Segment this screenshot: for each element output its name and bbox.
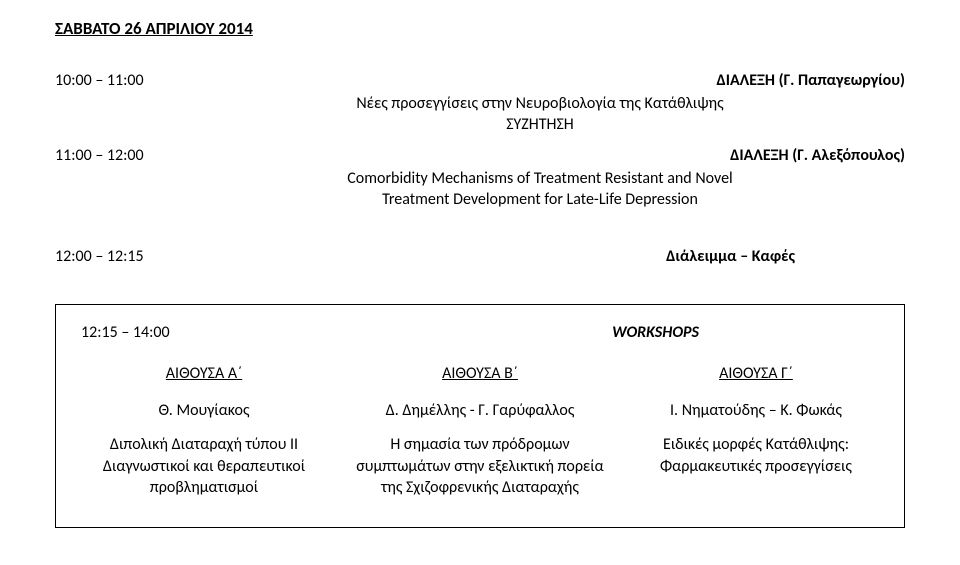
slot1-row: 10:00 – 11:00 ΔΙΑΛΕΞΗ (Γ. Παπαγεωργίου) bbox=[55, 71, 905, 90]
slot1-time: 10:00 – 11:00 bbox=[55, 71, 175, 90]
halls-row: ΑΙΘΟΥΣΑ Α΄ ΑΙΘΟΥΣΑ Β΄ ΑΙΘΟΥΣΑ Γ΄ bbox=[56, 364, 904, 401]
workshops-time: 12:15 – 14:00 bbox=[81, 323, 170, 342]
slot2-row: 11:00 – 12:00 ΔΙΑΛΕΞΗ (Γ. Αλεξόπουλος) bbox=[55, 146, 905, 165]
workshops-label: WORKSHOPS bbox=[170, 323, 879, 342]
speaker-c: Ι. Νηματούδης – Κ. Φωκάς bbox=[618, 401, 894, 420]
date-header: ΣΑΒΒΑΤΟ 26 ΑΠΡΙΛΙΟΥ 2014 bbox=[55, 18, 905, 39]
hall-c: ΑΙΘΟΥΣΑ Γ΄ bbox=[618, 364, 894, 383]
workshops-box: 12:15 – 14:00 WORKSHOPS ΑΙΘΟΥΣΑ Α΄ ΑΙΘΟΥ… bbox=[55, 304, 905, 528]
desc-c: Ειδικές μορφές Κατάθλιψης: Φαρμακευτικές… bbox=[618, 434, 894, 499]
desc-row: Διπολική Διαταραχή τύπου ΙΙ Διαγνωστικοί… bbox=[56, 434, 904, 499]
slot1-line1: Νέες προσεγγίσεις στην Νευροβιολογία της… bbox=[175, 94, 905, 113]
speaker-a: Θ. Μουγίακος bbox=[66, 401, 342, 420]
speakers-row: Θ. Μουγίακος Δ. Δημέλλης - Γ. Γαρύφαλλος… bbox=[56, 401, 904, 434]
slot2-title: ΔΙΑΛΕΞΗ (Γ. Αλεξόπουλος) bbox=[175, 146, 905, 165]
hall-a: ΑΙΘΟΥΣΑ Α΄ bbox=[66, 364, 342, 383]
speaker-b: Δ. Δημέλλης - Γ. Γαρύφαλλος bbox=[342, 401, 618, 420]
break-row: 12:00 – 12:15 Διάλειμμα – Καφές bbox=[55, 247, 905, 266]
slot1-line2: ΣΥΖΗΤΗΣΗ bbox=[175, 115, 905, 134]
desc-b: Η σημασία των πρόδρομων συμπτωμάτων στην… bbox=[342, 434, 618, 499]
document-page: ΣΑΒΒΑΤΟ 26 ΑΠΡΙΛΙΟΥ 2014 10:00 – 11:00 Δ… bbox=[0, 0, 960, 558]
hall-b: ΑΙΘΟΥΣΑ Β΄ bbox=[342, 364, 618, 383]
slot2-line2: Treatment Development for Late-Life Depr… bbox=[175, 190, 905, 209]
desc-a: Διπολική Διαταραχή τύπου ΙΙ Διαγνωστικοί… bbox=[66, 434, 342, 499]
slot2-time: 11:00 – 12:00 bbox=[55, 146, 175, 165]
slot1-title: ΔΙΑΛΕΞΗ (Γ. Παπαγεωργίου) bbox=[175, 71, 905, 90]
slot2-line1: Comorbidity Mechanisms of Treatment Resi… bbox=[175, 169, 905, 188]
break-time: 12:00 – 12:15 bbox=[55, 247, 175, 266]
workshops-header-row: 12:15 – 14:00 WORKSHOPS bbox=[56, 323, 904, 342]
break-label: Διάλειμμα – Καφές bbox=[175, 247, 905, 266]
